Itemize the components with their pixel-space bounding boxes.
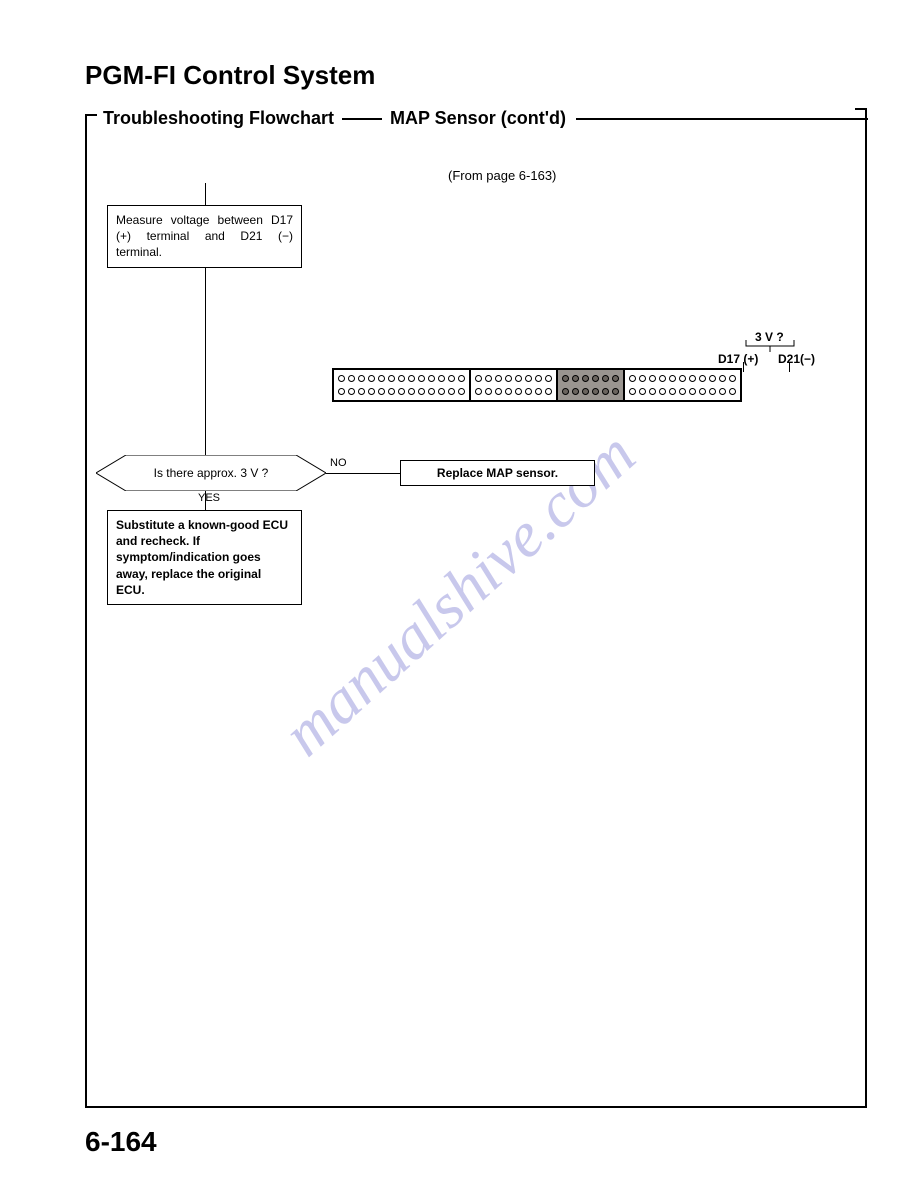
flow-line [205, 183, 206, 205]
page: PGM-FI Control System Troubleshooting Fl… [0, 0, 918, 1188]
flow-line [205, 258, 206, 455]
connector-block [625, 370, 740, 400]
connector-block [558, 370, 625, 400]
frame-bottom [85, 1106, 867, 1108]
from-page-ref: (From page 6-163) [448, 168, 556, 183]
probe-line-d21 [789, 362, 790, 372]
decision-3v: Is there approx. 3 V ? [96, 455, 326, 491]
frame-corner-right [855, 108, 867, 122]
ecu-connector [332, 368, 742, 402]
connector-block [471, 370, 558, 400]
frame-right [865, 122, 867, 1108]
branch-no: NO [330, 457, 347, 469]
page-number: 6-164 [85, 1126, 157, 1158]
step-measure-voltage: Measure voltage between D17 (+) terminal… [107, 205, 302, 268]
branch-yes: YES [198, 492, 220, 504]
page-title: PGM-FI Control System [85, 60, 375, 91]
step-substitute-ecu: Substitute a known-good ECU and recheck.… [107, 510, 302, 605]
step-replace-sensor: Replace MAP sensor. [400, 460, 595, 486]
connector-block [334, 370, 471, 400]
flow-line [326, 473, 400, 474]
frame-left [85, 122, 87, 1108]
probe-line-d17 [743, 362, 744, 372]
probe-bracket [740, 340, 800, 370]
